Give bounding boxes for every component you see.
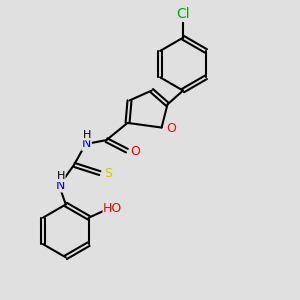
Text: O: O <box>166 122 176 135</box>
Text: HO: HO <box>103 202 122 215</box>
Text: N: N <box>56 179 65 192</box>
Text: Cl: Cl <box>176 7 190 21</box>
Text: N: N <box>82 137 91 150</box>
Text: H: H <box>83 130 92 140</box>
Text: H: H <box>57 171 65 182</box>
Text: S: S <box>104 167 112 180</box>
Text: O: O <box>130 145 140 158</box>
